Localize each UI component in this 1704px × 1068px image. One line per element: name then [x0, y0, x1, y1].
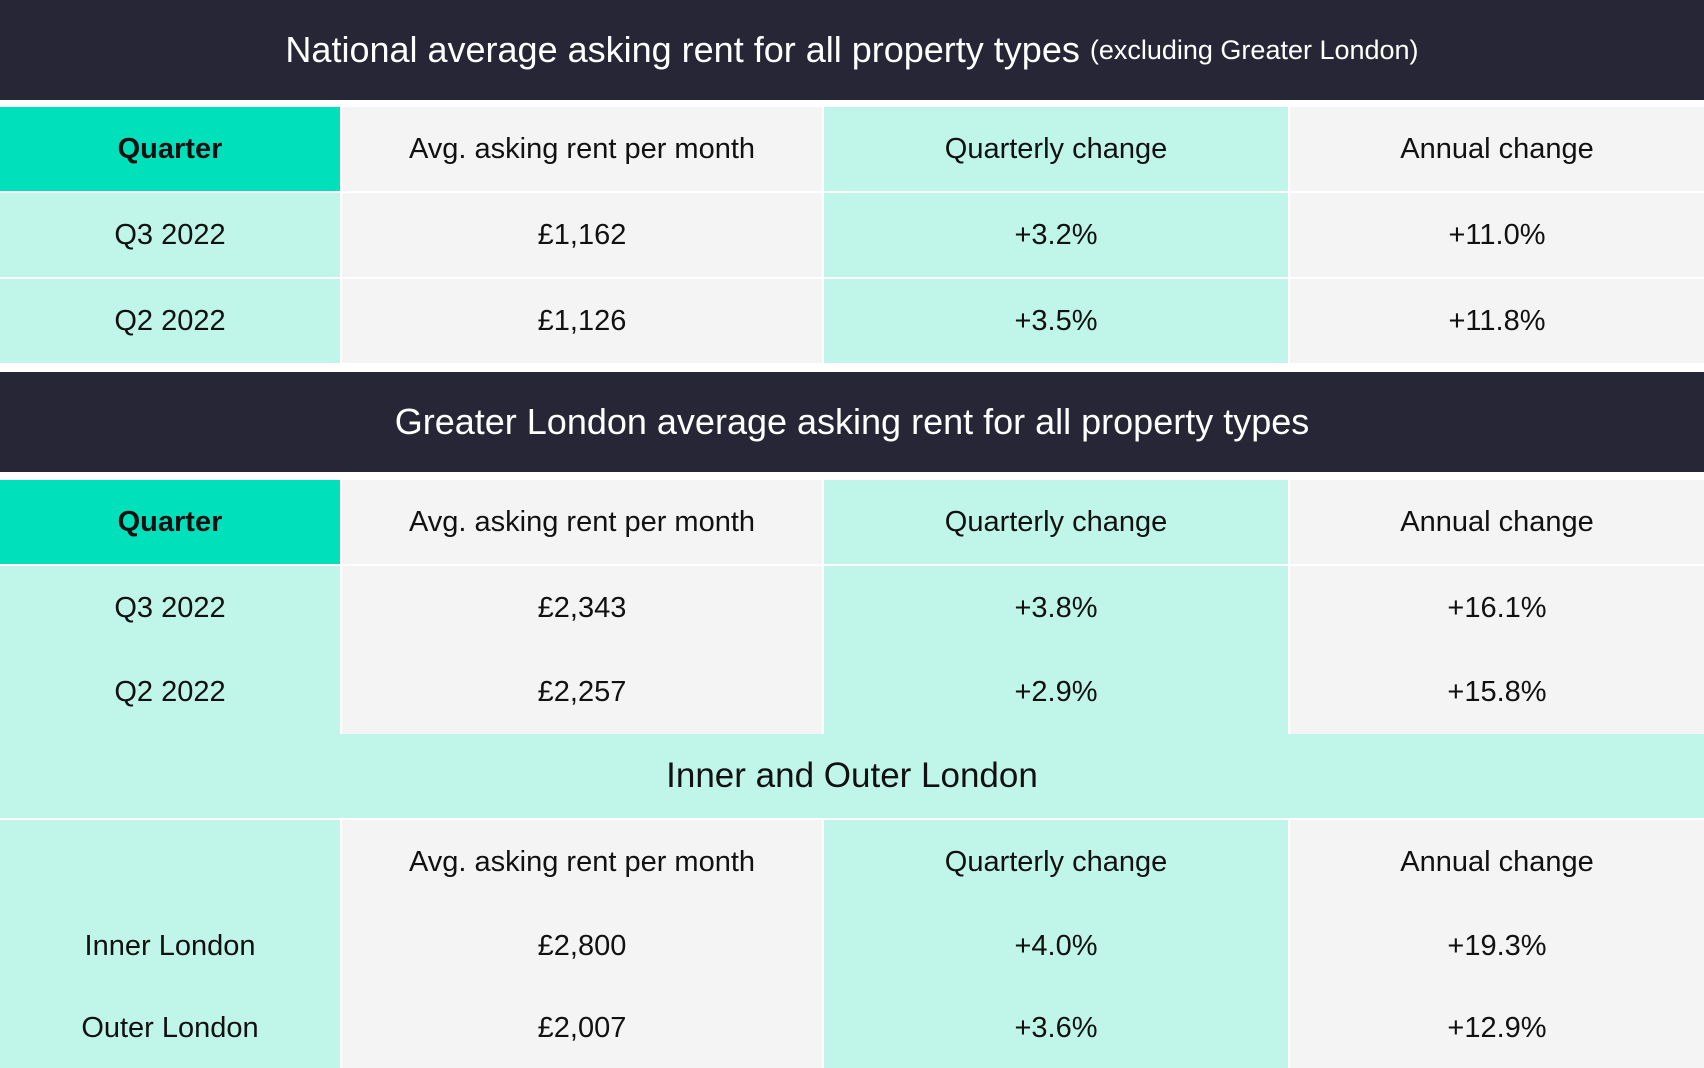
london-header-row: Quarter Avg. asking rent per month Quart… [0, 480, 1704, 564]
inner-outer-header-row: Avg. asking rent per month Quarterly cha… [0, 820, 1704, 904]
annual-change-cell: +12.9% [1290, 988, 1704, 1068]
annual-change-cell: +11.0% [1290, 193, 1704, 277]
quarter-cell: Q3 2022 [0, 566, 340, 650]
annual-change-cell: +15.8% [1290, 650, 1704, 734]
quarterly-change-cell: +3.2% [824, 193, 1288, 277]
rent-cell: £1,162 [342, 193, 822, 277]
header-quarterly-change: Quarterly change [824, 480, 1288, 564]
rent-cell: £2,257 [342, 650, 822, 734]
header-quarterly-change: Quarterly change [824, 820, 1288, 904]
rent-cell: £2,007 [342, 988, 822, 1068]
london-title-banner: Greater London average asking rent for a… [0, 372, 1704, 472]
rent-cell: £2,343 [342, 566, 822, 650]
rent-cell: £2,800 [342, 904, 822, 988]
annual-change-cell: +11.8% [1290, 279, 1704, 363]
quarter-cell: Q2 2022 [0, 279, 340, 363]
table-row: Q3 2022 £1,162 +3.2% +11.0% [0, 193, 1704, 277]
inner-outer-title: Inner and Outer London [666, 756, 1038, 795]
rent-cell: £1,126 [342, 279, 822, 363]
national-title-banner: National average asking rent for all pro… [0, 0, 1704, 100]
table-row: Q2 2022 £2,257 +2.9% +15.8% [0, 650, 1704, 734]
header-avg-rent: Avg. asking rent per month [342, 480, 822, 564]
national-header-row: Quarter Avg. asking rent per month Quart… [0, 107, 1704, 191]
table-row: Inner London £2,800 +4.0% +19.3% [0, 904, 1704, 988]
national-title: National average asking rent for all pro… [285, 29, 1080, 70]
annual-change-cell: +19.3% [1290, 904, 1704, 988]
quarter-cell: Q2 2022 [0, 650, 340, 734]
header-quarterly-change: Quarterly change [824, 107, 1288, 191]
table-row: Q2 2022 £1,126 +3.5% +11.8% [0, 279, 1704, 363]
quarterly-change-cell: +4.0% [824, 904, 1288, 988]
header-annual-change: Annual change [1290, 480, 1704, 564]
header-avg-rent: Avg. asking rent per month [342, 820, 822, 904]
header-avg-rent: Avg. asking rent per month [342, 107, 822, 191]
national-title-note: (excluding Greater London) [1089, 34, 1419, 65]
quarterly-change-cell: +3.8% [824, 566, 1288, 650]
annual-change-cell: +16.1% [1290, 566, 1704, 650]
header-area [0, 820, 340, 904]
table-row: Outer London £2,007 +3.6% +12.9% [0, 988, 1704, 1068]
header-annual-change: Annual change [1290, 107, 1704, 191]
quarterly-change-cell: +3.5% [824, 279, 1288, 363]
header-annual-change: Annual change [1290, 820, 1704, 904]
inner-outer-title-bar: Inner and Outer London [0, 734, 1704, 818]
london-title: Greater London average asking rent for a… [394, 401, 1310, 442]
header-quarter: Quarter [0, 480, 340, 564]
quarterly-change-cell: +3.6% [824, 988, 1288, 1068]
area-cell: Inner London [0, 904, 340, 988]
area-cell: Outer London [0, 988, 340, 1068]
quarter-cell: Q3 2022 [0, 193, 340, 277]
quarterly-change-cell: +2.9% [824, 650, 1288, 734]
header-quarter: Quarter [0, 107, 340, 191]
table-row: Q3 2022 £2,343 +3.8% +16.1% [0, 566, 1704, 650]
